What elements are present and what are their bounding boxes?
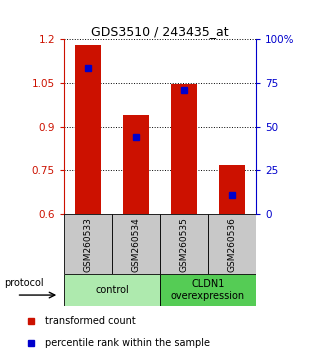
FancyBboxPatch shape [112, 214, 160, 274]
Text: GSM260535: GSM260535 [180, 217, 188, 272]
FancyBboxPatch shape [208, 214, 256, 274]
Bar [219, 165, 245, 214]
Text: GSM260533: GSM260533 [84, 217, 92, 272]
Title: GDS3510 / 243435_at: GDS3510 / 243435_at [91, 25, 229, 38]
Bar [171, 84, 197, 214]
Bar [123, 115, 149, 214]
Text: GSM260534: GSM260534 [132, 217, 140, 272]
FancyBboxPatch shape [64, 274, 160, 306]
Text: protocol: protocol [4, 278, 44, 288]
Text: CLDN1
overexpression: CLDN1 overexpression [171, 279, 245, 301]
Text: percentile rank within the sample: percentile rank within the sample [45, 338, 211, 348]
Text: GSM260536: GSM260536 [228, 217, 236, 272]
Bar [75, 45, 101, 214]
Text: transformed count: transformed count [45, 316, 136, 326]
Text: control: control [95, 285, 129, 295]
FancyBboxPatch shape [160, 274, 256, 306]
FancyBboxPatch shape [160, 214, 208, 274]
FancyBboxPatch shape [64, 214, 112, 274]
